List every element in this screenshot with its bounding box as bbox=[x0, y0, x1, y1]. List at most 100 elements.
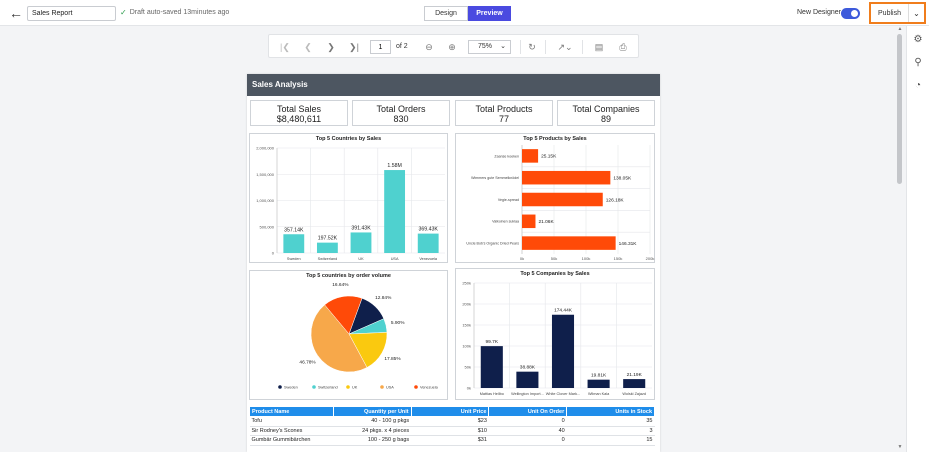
scroll-up-icon[interactable]: ▲ bbox=[897, 26, 903, 32]
table-cell: $10 bbox=[411, 426, 489, 436]
design-mode-button[interactable]: Design bbox=[424, 6, 468, 21]
check-icon: ✓ bbox=[120, 8, 127, 17]
kpi-title: Total Orders bbox=[376, 104, 426, 114]
x-tick-label: Wilman Kala bbox=[588, 392, 610, 396]
x-tick-label: UK bbox=[358, 257, 364, 261]
data-label: 369.43K bbox=[419, 227, 439, 233]
table-cell: 24 pkgs. x 4 pieces bbox=[333, 426, 412, 436]
table-cell: 40 bbox=[488, 426, 567, 436]
y-tick-label: 0k bbox=[467, 386, 471, 391]
page-number-input[interactable] bbox=[370, 40, 391, 54]
last-page-icon[interactable]: ❯| bbox=[349, 42, 359, 52]
x-tick-label: USA bbox=[391, 257, 399, 261]
autosave-status: ✓ Draft auto-saved 13minutes ago bbox=[120, 8, 229, 17]
data-label: 12.84% bbox=[375, 295, 392, 301]
y-tick-label: Uncle Bob's Organic Dried Pears bbox=[466, 242, 519, 246]
products-table: Product Name Quantity per Unit Unit Pric… bbox=[249, 406, 655, 446]
x-tick-label: 100k bbox=[582, 256, 591, 261]
print-layout-icon[interactable]: ▤ bbox=[594, 42, 604, 52]
table-cell: Tofu bbox=[249, 416, 334, 427]
kpi-value: 830 bbox=[393, 114, 409, 124]
y-tick-label: 1,500,000 bbox=[256, 172, 275, 177]
right-rail: ⚙ ⚲ ◔ bbox=[906, 26, 929, 452]
y-tick-label: Wimmers gute Semmelknödel bbox=[471, 176, 519, 180]
new-designer-toggle[interactable] bbox=[841, 8, 860, 19]
legend-label: Venezuela bbox=[420, 385, 439, 389]
companies-sales-chart: Top 5 Companies by Sales 0k 50k 100k 150k 20… bbox=[455, 268, 655, 400]
companies-sales-plot: 0k 50k 100k 150k 200k 250k 99.7K Mattias Hellbo… bbox=[462, 281, 652, 396]
y-tick-label: Valkoinen suklaa bbox=[492, 220, 519, 224]
y-tick-label: 500,000 bbox=[260, 224, 275, 229]
refresh-icon[interactable]: ↻ bbox=[528, 42, 536, 52]
print-icon[interactable]: ⎙ bbox=[619, 42, 627, 52]
report-header: Sales Analysis bbox=[247, 74, 660, 96]
gear-icon[interactable]: ⚙ bbox=[913, 34, 923, 45]
countries-sales-plot: 0 500,000 1,000,000 1,500,000 2,000,000 357.1… bbox=[256, 146, 445, 261]
data-label: 19.81K bbox=[591, 373, 607, 379]
toolbar-divider bbox=[545, 40, 546, 54]
chart-title: Top 5 Companies by Sales bbox=[520, 271, 590, 277]
bar bbox=[522, 214, 536, 229]
first-page-icon[interactable]: |❮ bbox=[280, 42, 290, 52]
data-label: 174.44K bbox=[554, 308, 573, 314]
zoom-out-icon[interactable]: ⊖ bbox=[425, 42, 433, 52]
scroll-thumb[interactable] bbox=[897, 34, 902, 184]
bar bbox=[316, 242, 338, 253]
data-label: 99.7K bbox=[486, 339, 499, 345]
x-tick-label: 150k bbox=[614, 256, 623, 261]
products-sales-chart: Top 5 Products by Sales 0k 50k 100k 150k 200… bbox=[455, 133, 655, 263]
report-name-input[interactable] bbox=[27, 6, 116, 21]
y-tick-label: 50k bbox=[465, 365, 471, 370]
bar bbox=[587, 379, 610, 388]
data-label: 357.14K bbox=[284, 227, 304, 233]
previous-page-icon[interactable]: ❮ bbox=[304, 42, 312, 52]
kpi-value: 89 bbox=[600, 114, 611, 124]
legend-label: Sweden bbox=[284, 385, 298, 389]
y-tick-label: Zaanse koeken bbox=[494, 154, 519, 158]
kpi-total-sales: Total Sales $8,480,611 bbox=[250, 100, 348, 126]
y-tick-label: 100k bbox=[462, 344, 471, 349]
legend-swatch bbox=[380, 385, 384, 389]
mode-switch: Design Preview bbox=[424, 6, 511, 21]
vertical-scrollbar[interactable]: ▲ ▼ bbox=[896, 26, 904, 452]
chart-title: Top 5 Countries by Sales bbox=[315, 136, 382, 142]
kpi-total-companies: Total Companies 89 bbox=[557, 100, 655, 126]
column-header: Unit On Order bbox=[488, 406, 568, 417]
publish-button[interactable]: Publish bbox=[871, 4, 908, 22]
table-cell: 15 bbox=[566, 435, 655, 446]
bar bbox=[283, 234, 305, 253]
export-icon[interactable]: ↗⌄ bbox=[557, 42, 573, 52]
products-sales-plot: 0k 50k 100k 150k 200k 25.15K Zaanse koeken 138.… bbox=[466, 145, 655, 261]
data-label: 16.64% bbox=[332, 282, 349, 288]
table-cell: 0 bbox=[488, 416, 567, 427]
next-page-icon[interactable]: ❯ bbox=[327, 42, 335, 52]
bar bbox=[480, 346, 503, 388]
y-tick-label: 200k bbox=[462, 302, 471, 307]
zoom-in-icon[interactable]: ⊕ bbox=[448, 42, 456, 52]
bar bbox=[522, 149, 539, 163]
data-label: 146.31K bbox=[619, 241, 638, 247]
kpi-title: Total Products bbox=[475, 104, 533, 114]
preview-mode-button[interactable]: Preview bbox=[468, 6, 511, 21]
data-label: 46.78% bbox=[299, 359, 316, 365]
gauge-icon[interactable]: ◔ bbox=[914, 80, 922, 91]
legend-label: USA bbox=[386, 385, 394, 389]
search-icon[interactable]: ⚲ bbox=[914, 57, 922, 68]
bar bbox=[350, 232, 372, 253]
legend-label: Switzerland bbox=[318, 385, 338, 389]
data-label: 197.52K bbox=[318, 236, 338, 242]
y-tick-label: 2,000,000 bbox=[256, 146, 275, 151]
zoom-select[interactable]: 75% ⌄ bbox=[468, 40, 511, 54]
bar bbox=[551, 314, 575, 388]
y-tick-label: 1,000,000 bbox=[256, 198, 275, 203]
x-tick-label: 200k bbox=[646, 256, 655, 261]
chart-title: Top 5 Products by Sales bbox=[523, 136, 587, 142]
column-header: Quantity per Unit bbox=[332, 406, 412, 417]
table-row: Tofu 40 - 100 g pkgs $23 0 35 bbox=[249, 416, 655, 427]
chevron-down-icon[interactable]: ⌄ bbox=[908, 4, 924, 22]
table-cell: 35 bbox=[566, 416, 655, 427]
scroll-down-icon[interactable]: ▼ bbox=[897, 444, 903, 450]
legend-swatch bbox=[312, 385, 316, 389]
column-header: Unit Price bbox=[410, 406, 490, 417]
arrow-left-icon[interactable]: ← bbox=[9, 5, 23, 21]
